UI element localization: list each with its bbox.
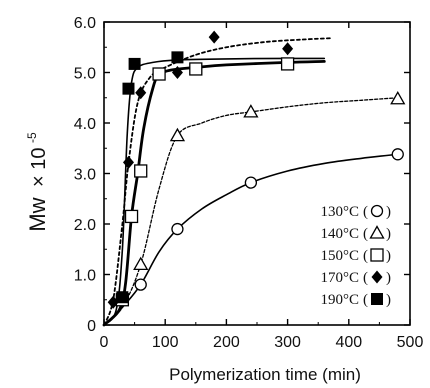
legend-marker [371, 293, 383, 305]
y-tick-label: 5.0 [74, 66, 96, 83]
data-point [124, 209, 139, 224]
data-point [134, 278, 147, 291]
data-point [152, 67, 166, 81]
data-point [133, 256, 149, 271]
y-tick-label: 0 [87, 318, 96, 335]
data-point [208, 30, 220, 44]
y-tick-label: 1.0 [74, 268, 96, 285]
legend-paren-close: ) [386, 270, 391, 286]
data-point [243, 104, 259, 118]
legend-label: 130°C [320, 204, 359, 220]
legend-entry: 170°C() [320, 270, 391, 286]
y-tick-label: 2.0 [74, 217, 96, 234]
markers-layer [107, 30, 406, 309]
legend-marker [370, 204, 384, 218]
legend-marker [371, 270, 383, 284]
x-axis-title: Polymerization time (min) [169, 365, 361, 384]
data-point [135, 86, 147, 100]
legend-paren-open: ( [363, 292, 368, 308]
legend-paren-open: ( [363, 204, 368, 220]
legend-entry: 130°C() [320, 204, 391, 220]
x-tick-label: 0 [100, 334, 109, 351]
y-axis-title-exponent: -5 [25, 132, 39, 143]
legend: 130°C()140°C()150°C()170°C()190°C() [320, 204, 391, 308]
legend-paren-close: ) [386, 292, 391, 308]
legend-entry: 190°C() [320, 292, 391, 308]
legend-paren-open: ( [363, 248, 368, 264]
data-point [116, 291, 129, 304]
data-point [107, 295, 119, 309]
data-point [282, 42, 294, 56]
data-point [169, 127, 186, 142]
legend-marker [370, 248, 384, 262]
data-point [189, 62, 203, 76]
data-point [171, 66, 183, 79]
y-tick-label: 4.0 [74, 116, 96, 133]
data-point [171, 51, 184, 64]
y-axis-title-main: Mw [25, 197, 50, 231]
data-point [122, 82, 135, 95]
legend-marker [369, 225, 385, 239]
data-point [280, 57, 295, 71]
axes-layer: 0 100 200 300 400 500 0 1.0 2.0 3.0 4.0 5.0 6.0 [74, 15, 424, 351]
legend-paren-open: ( [363, 226, 368, 242]
legend-paren-close: ) [386, 204, 391, 220]
legend-entry: 140°C() [320, 225, 391, 242]
series-line-2 [102, 60, 326, 327]
data-point [128, 57, 141, 70]
legend-label: 170°C [320, 270, 359, 286]
data-point [391, 148, 404, 161]
legend-label: 190°C [320, 292, 359, 308]
legend-label: 150°C [320, 248, 359, 264]
legend-paren-open: ( [363, 270, 368, 286]
data-point [171, 222, 184, 236]
y-tick-label: 6.0 [74, 15, 96, 32]
data-point [122, 155, 134, 169]
legend-label: 140°C [320, 226, 359, 242]
legend-paren-close: ) [386, 226, 391, 242]
data-point [134, 164, 148, 178]
x-tick-label: 100 [152, 334, 179, 351]
x-tick-label: 300 [274, 334, 301, 351]
data-point [390, 90, 406, 105]
legend-paren-close: ) [386, 248, 391, 264]
y-axis-title-factor: × 10 [28, 147, 50, 186]
data-point [244, 176, 258, 189]
x-tick-label: 500 [397, 334, 424, 351]
x-tick-label: 200 [213, 334, 240, 351]
y-tick-label: 3.0 [74, 167, 96, 184]
x-tick-label: 400 [335, 334, 362, 351]
y-axis-title: Mw × 10 -5 [25, 132, 50, 232]
legend-entry: 150°C() [320, 248, 391, 264]
series-line-1 [103, 97, 399, 326]
svg-text:Mw × 10 -5: Mw × 10 -5 [25, 132, 50, 232]
